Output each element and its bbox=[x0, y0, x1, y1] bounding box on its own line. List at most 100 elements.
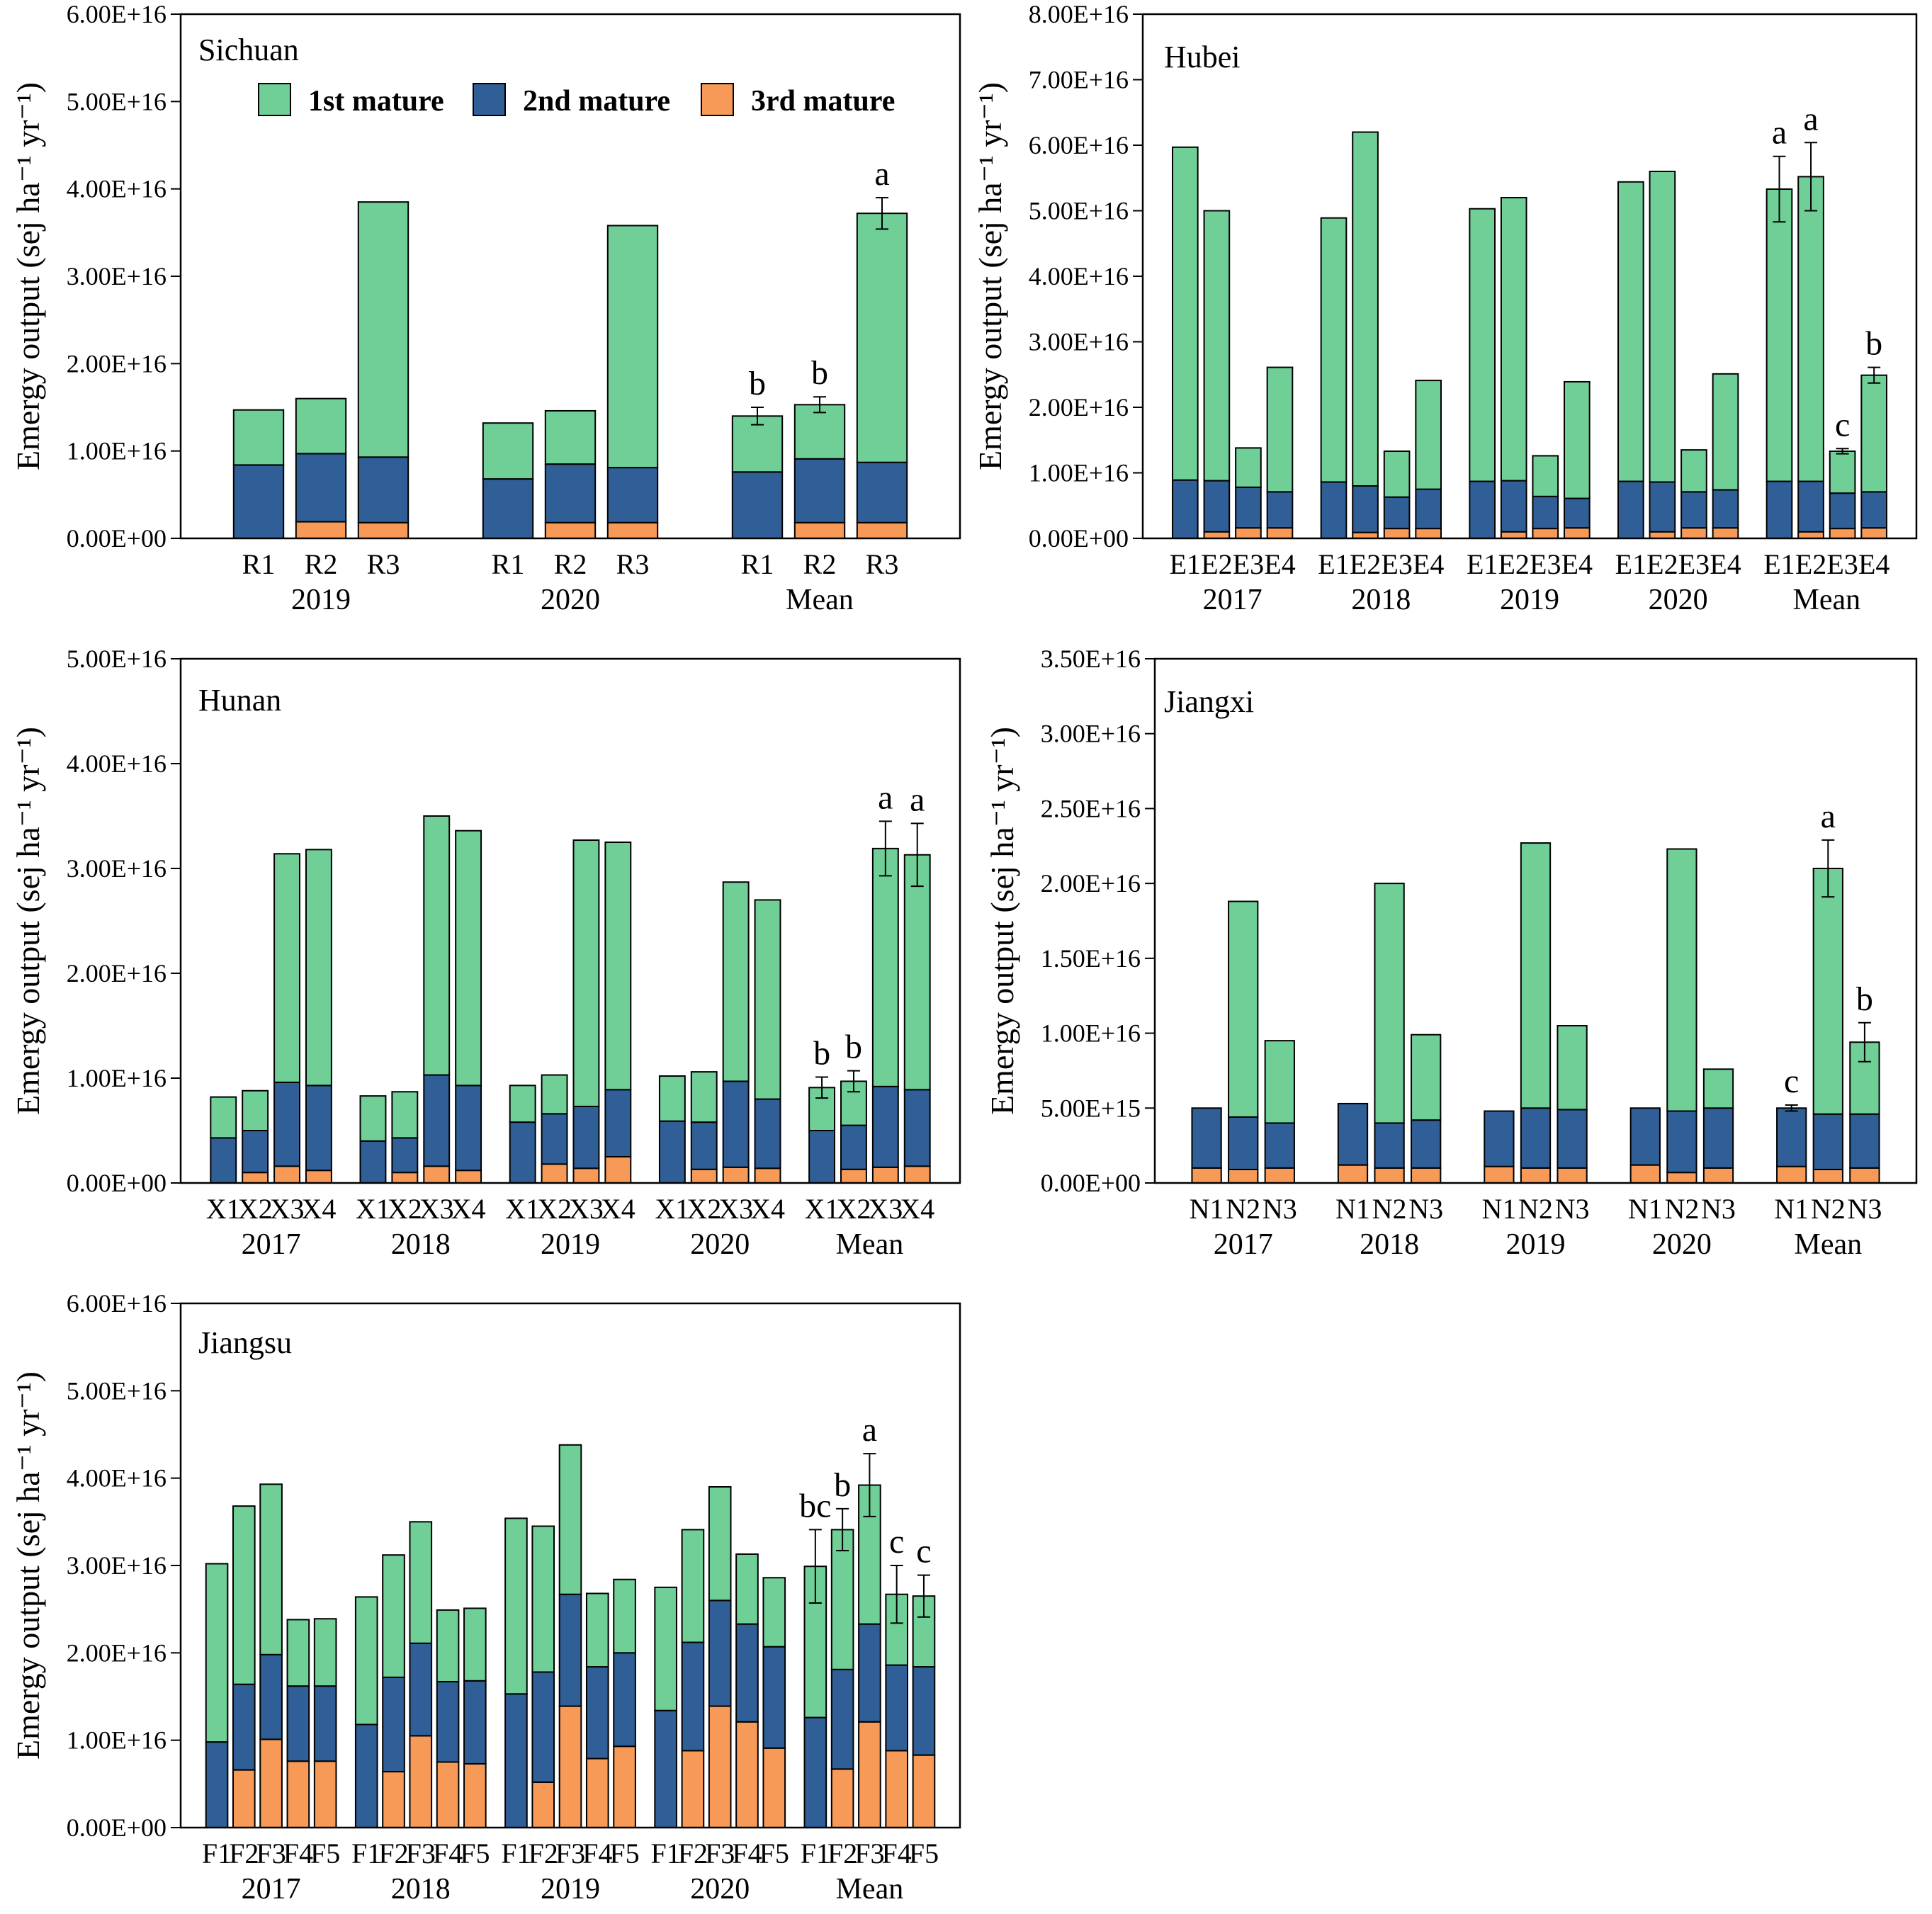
bar-1st-mature bbox=[1712, 373, 1739, 491]
bar-2nd-mature bbox=[1191, 1107, 1222, 1169]
bar-2nd-mature bbox=[1702, 1107, 1734, 1169]
category-label: X2 bbox=[238, 1193, 273, 1225]
bar-3rd-mature bbox=[1666, 1172, 1697, 1184]
bar-1st-mature bbox=[1532, 455, 1559, 497]
bar-3rd-mature bbox=[1520, 1167, 1552, 1184]
category-label: F3 bbox=[705, 1837, 735, 1869]
significance-letter: a bbox=[910, 781, 925, 818]
bar-2nd-mature bbox=[544, 463, 597, 523]
bar-3rd-mature bbox=[793, 521, 846, 539]
category-label: N3 bbox=[1847, 1193, 1882, 1225]
bar-3rd-mature bbox=[423, 1165, 451, 1184]
bar-3rd-mature bbox=[259, 1738, 283, 1829]
bar-1st-mature bbox=[1520, 842, 1552, 1109]
bar-2nd-mature bbox=[858, 1623, 881, 1723]
category-label: E1 bbox=[1467, 548, 1498, 580]
category-label: E3 bbox=[1826, 548, 1858, 580]
bar-3rd-mature bbox=[1680, 527, 1707, 540]
significance-letter: a bbox=[1803, 100, 1818, 137]
category-label: E4 bbox=[1858, 548, 1889, 580]
category-label: N3 bbox=[1262, 1193, 1297, 1225]
bar-3rd-mature bbox=[572, 1167, 600, 1184]
bar-2nd-mature bbox=[1484, 1110, 1515, 1167]
y-tick-label: 2.00E+16 bbox=[1029, 393, 1129, 421]
category-label: R2 bbox=[554, 548, 587, 580]
category-label: X2 bbox=[537, 1193, 572, 1225]
bar-1st-mature bbox=[604, 842, 632, 1091]
bar-3rd-mature bbox=[409, 1735, 433, 1828]
category-label: F3 bbox=[854, 1837, 884, 1869]
bar-2nd-mature bbox=[455, 1085, 482, 1172]
y-tick-label: 3.00E+16 bbox=[67, 854, 166, 883]
panel-title: Jiangxi bbox=[1164, 684, 1254, 719]
bar-2nd-mature bbox=[762, 1646, 786, 1749]
significance-letter: c bbox=[1835, 406, 1850, 443]
significance-letter: a bbox=[878, 778, 893, 816]
panel-title: Hunan bbox=[198, 683, 281, 718]
legend-label: 2nd mature bbox=[523, 85, 670, 118]
category-label: X2 bbox=[837, 1193, 871, 1225]
bar-2nd-mature bbox=[1337, 1102, 1369, 1166]
bar-1st-mature bbox=[504, 1517, 528, 1695]
bar-3rd-mature bbox=[1484, 1165, 1515, 1184]
bar-1st-mature bbox=[531, 1525, 555, 1673]
y-axis-label: Emergy output (sej ha⁻¹ yr⁻¹) bbox=[972, 82, 1008, 470]
bar-3rd-mature bbox=[1264, 1167, 1295, 1184]
category-label: F1 bbox=[651, 1837, 681, 1869]
category-label: F3 bbox=[555, 1837, 585, 1869]
y-tick-label: 5.00E+16 bbox=[67, 1376, 166, 1405]
bar-3rd-mature bbox=[1337, 1164, 1369, 1184]
bar-2nd-mature bbox=[1320, 481, 1348, 540]
bar-1st-mature bbox=[1829, 450, 1856, 494]
group-label: 2018 bbox=[391, 1873, 451, 1905]
bar-3rd-mature bbox=[232, 1769, 256, 1829]
y-tick-label: 6.00E+16 bbox=[67, 0, 166, 28]
bar-3rd-mature bbox=[1564, 527, 1591, 540]
bar-1st-mature bbox=[1666, 848, 1697, 1112]
bar-2nd-mature bbox=[391, 1137, 419, 1174]
bar-3rd-mature bbox=[1812, 1168, 1843, 1184]
category-label: E4 bbox=[1561, 548, 1593, 580]
bar-2nd-mature bbox=[1500, 480, 1527, 533]
bar-2nd-mature bbox=[273, 1081, 300, 1167]
bar-3rd-mature bbox=[1500, 531, 1527, 539]
bar-3rd-mature bbox=[463, 1762, 487, 1828]
bar-2nd-mature bbox=[357, 456, 409, 523]
category-label: X2 bbox=[687, 1193, 721, 1225]
bar-2nd-mature bbox=[856, 461, 908, 523]
bar-1st-mature bbox=[1469, 208, 1496, 482]
bar-2nd-mature bbox=[1264, 1122, 1295, 1169]
significance-letter: c bbox=[1784, 1063, 1799, 1100]
category-label: X1 bbox=[655, 1193, 689, 1225]
bar-2nd-mature bbox=[871, 1085, 899, 1168]
bar-1st-mature bbox=[544, 409, 597, 465]
category-label: X4 bbox=[750, 1193, 785, 1225]
y-tick-label: 5.00E+16 bbox=[1029, 197, 1129, 225]
bar-1st-mature bbox=[1266, 366, 1294, 493]
bar-1st-mature bbox=[1203, 210, 1231, 482]
y-tick-label: 4.00E+16 bbox=[67, 175, 166, 203]
group-mean: a E1 a E2 c E3 b E4 Mean bbox=[1763, 100, 1889, 616]
group-label: 2019 bbox=[1500, 584, 1559, 616]
y-axis-label: Emergy output (sej ha⁻¹ yr⁻¹) bbox=[984, 727, 1020, 1115]
y-axis-label: Emergy output (sej ha⁻¹ yr⁻¹) bbox=[10, 1371, 46, 1760]
category-label: N1 bbox=[1774, 1193, 1809, 1225]
bar-1st-mature bbox=[762, 1577, 786, 1648]
bar-2nd-mature bbox=[830, 1668, 854, 1770]
legend-label: 1st mature bbox=[308, 85, 444, 118]
bar-3rd-mature bbox=[313, 1760, 337, 1828]
y-tick-label: 8.00E+16 bbox=[1029, 0, 1129, 28]
bar-3rd-mature bbox=[357, 521, 409, 539]
bar-3rd-mature bbox=[541, 1163, 568, 1184]
bar-2nd-mature bbox=[803, 1716, 827, 1829]
bar-3rd-mature bbox=[455, 1170, 482, 1184]
bar-3rd-mature bbox=[606, 521, 659, 539]
bar-1st-mature bbox=[242, 1089, 269, 1132]
bar-1st-mature bbox=[903, 854, 931, 1091]
